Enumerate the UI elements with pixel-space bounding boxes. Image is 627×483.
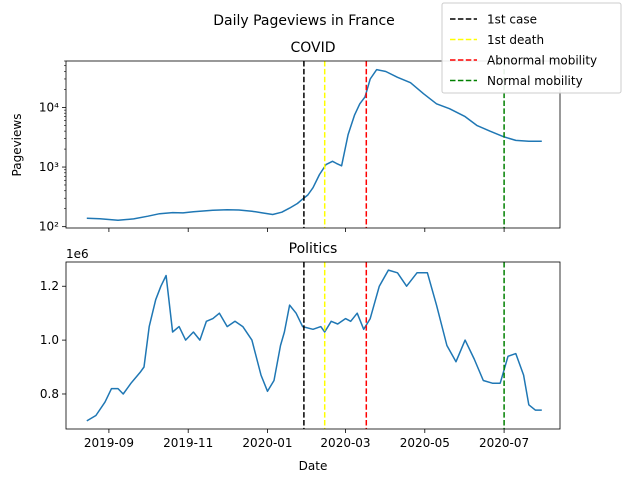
politics-y-tick-label: 1.2: [40, 279, 59, 293]
politics-x-tick-label: 2020-05: [400, 436, 450, 450]
politics-x-tick-label: 2020-01: [242, 436, 292, 450]
figure-title: Daily Pageviews in France: [213, 13, 395, 29]
covid-plot-frame: [65, 60, 561, 229]
covid-panel: COVID Pageviews 10² 10³ 10⁴: [10, 40, 561, 234]
legend-box: [441, 2, 622, 94]
politics-offset-text: 1e6: [66, 247, 89, 261]
politics-x-tick-label: 2019-09: [84, 436, 134, 450]
legend-label: Abnormal mobility: [487, 54, 597, 68]
covid-y-tick-label: 10³: [39, 160, 59, 174]
covid-y-tick-label: 10⁴: [39, 100, 59, 114]
covid-panel-title: COVID: [290, 40, 335, 56]
covid-y-axis-label: Pageviews: [10, 114, 24, 177]
politics-y-tick-label: 1.0: [40, 333, 59, 347]
x-axis-label: Date: [299, 459, 328, 473]
politics-x-tick-label: 2020-07: [479, 436, 529, 450]
politics-plot-frame: [65, 261, 561, 430]
covid-series-line: [86, 68, 542, 222]
politics-y-tick-label: 0.8: [40, 387, 59, 401]
politics-x-tick-label: 2020-03: [320, 436, 370, 450]
legend: 1st case 1st death Abnormal mobility Normal…: [441, 2, 622, 94]
legend-label: 1st death: [487, 33, 544, 47]
covid-y-tick-label: 10²: [39, 220, 59, 234]
politics-series-line: [86, 269, 542, 422]
politics-panel-title: Politics: [289, 241, 338, 257]
legend-label: 1st case: [487, 13, 537, 27]
politics-x-tick-label: 2019-11: [163, 436, 213, 450]
legend-label: Normal mobility: [487, 74, 583, 88]
politics-panel: Politics 1e6 2019-09 2019-11 2020-01 2020-0…: [40, 241, 561, 473]
